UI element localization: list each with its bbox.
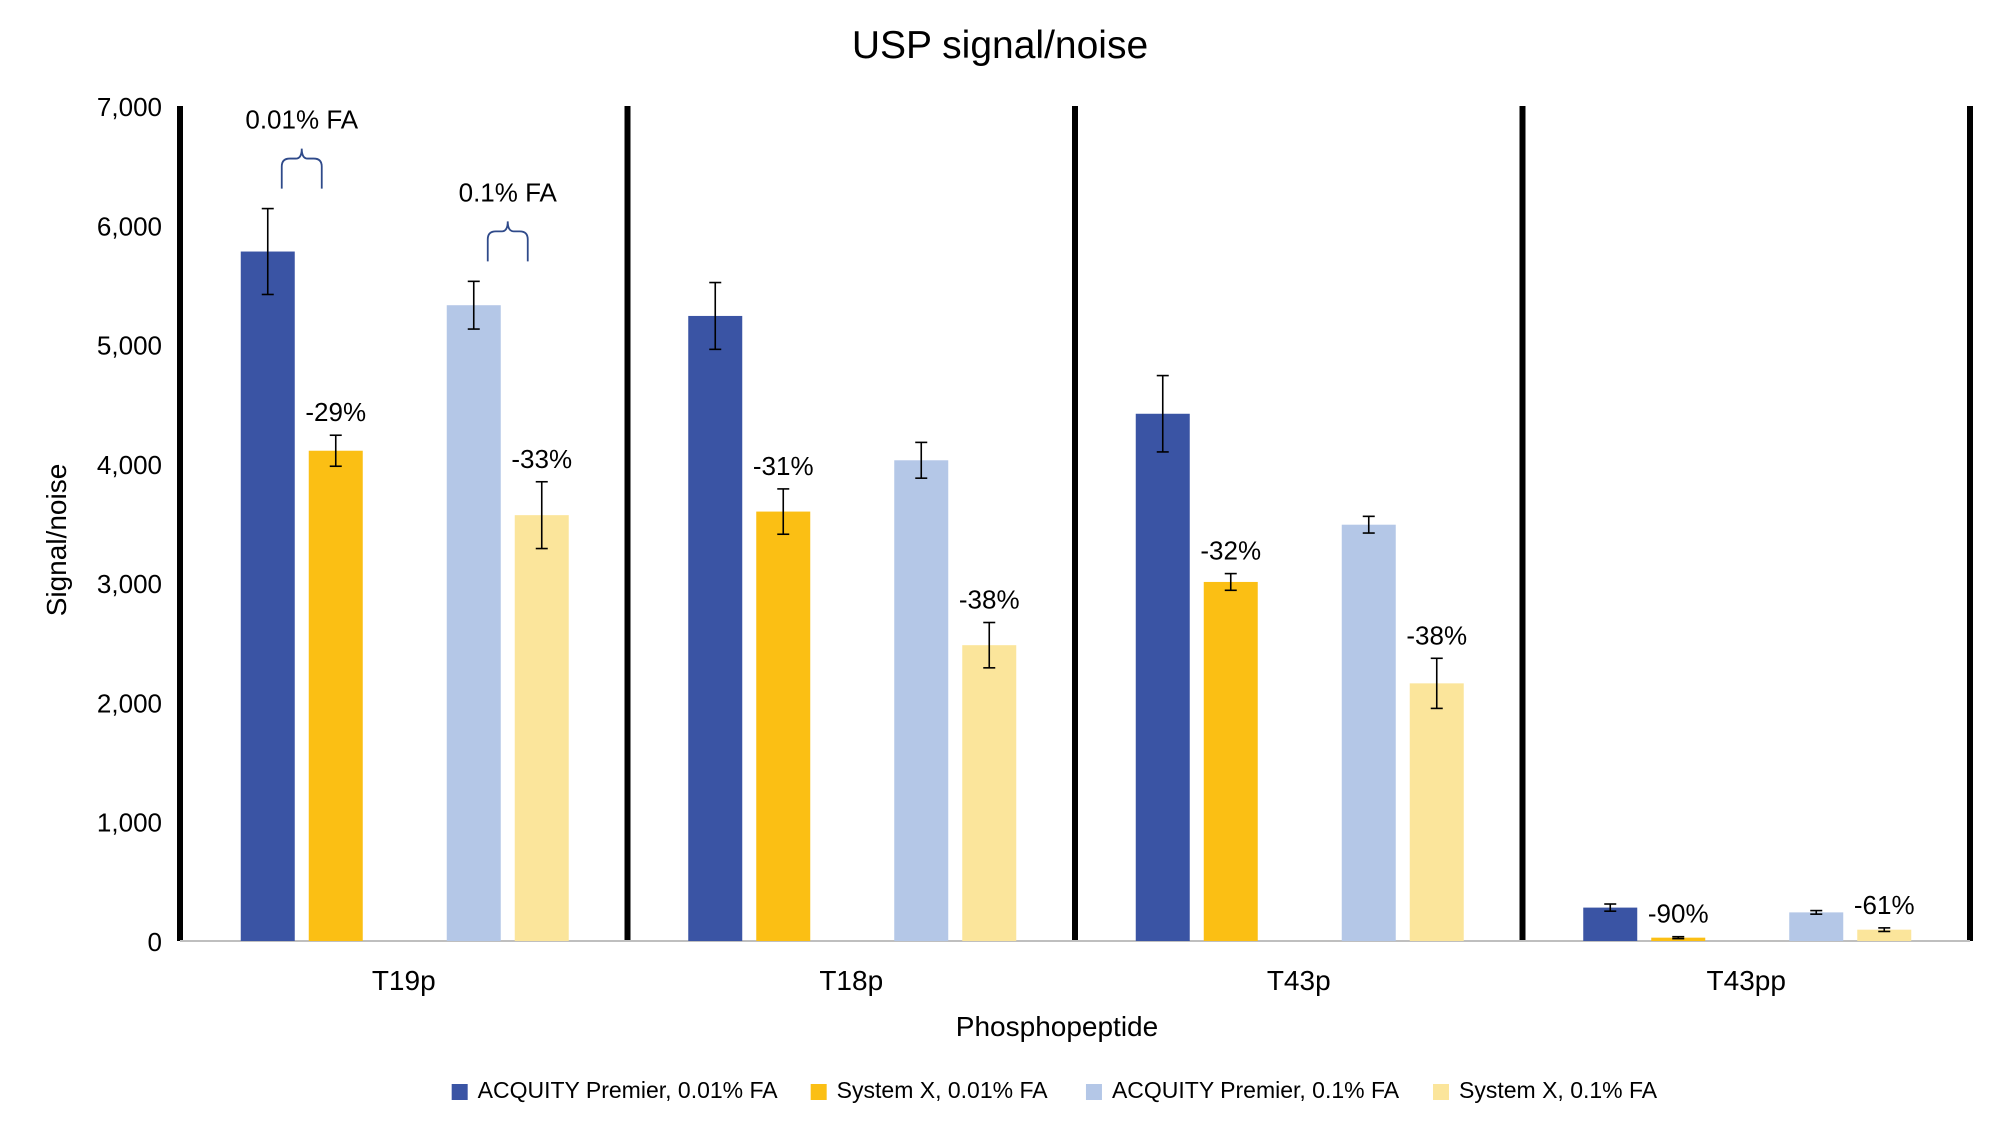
x-tick-label: T43p xyxy=(1267,965,1331,996)
x-tick-label: T18p xyxy=(819,965,883,996)
legend-swatch xyxy=(1085,1084,1102,1100)
data-label: -32% xyxy=(1200,536,1261,566)
bar-t43p-series-2 xyxy=(1203,581,1258,941)
x-tick-label: T43pp xyxy=(1707,965,1786,996)
x-axis-label: Phosphopeptide xyxy=(956,1011,1158,1042)
bar-t43pp-series-3 xyxy=(1789,912,1844,941)
bar-t43p-series-3 xyxy=(1341,524,1396,941)
y-tick-label: 0 xyxy=(148,927,162,957)
data-label: -31% xyxy=(753,451,814,481)
bar-t19p-series-1 xyxy=(240,251,295,941)
bracket-label: 0.1% FA xyxy=(459,177,558,207)
y-tick-label: 6,000 xyxy=(97,211,162,241)
bar-t18p-series-3 xyxy=(894,460,949,941)
chart-title: USP signal/noise xyxy=(852,24,1148,67)
bracket-annotation xyxy=(486,221,529,262)
x-tick-label: T19p xyxy=(372,965,436,996)
bar-t43pp-series-4 xyxy=(1857,929,1912,941)
y-tick-label: 3,000 xyxy=(97,569,162,599)
legend-swatch xyxy=(1433,1084,1449,1100)
bar-t43p-series-4 xyxy=(1409,683,1464,941)
legend-label: ACQUITY Premier, 0.1% FA xyxy=(1112,1077,1400,1103)
legend-label: System X, 0.1% FA xyxy=(1459,1077,1658,1103)
data-label: -29% xyxy=(305,397,366,427)
legend-swatch xyxy=(810,1084,827,1100)
data-label: -38% xyxy=(1406,620,1467,650)
bar-t19p-series-4 xyxy=(514,515,569,941)
bar-t18p-series-4 xyxy=(962,645,1017,941)
y-tick-label: 4,000 xyxy=(97,450,162,480)
legend-label: ACQUITY Premier, 0.01% FA xyxy=(478,1077,779,1103)
data-label: -38% xyxy=(959,585,1020,615)
y-tick-label: 5,000 xyxy=(97,331,162,361)
bar-t43pp-series-1 xyxy=(1583,907,1638,941)
y-tick-label: 7,000 xyxy=(97,92,162,122)
data-label: -61% xyxy=(1854,890,1915,920)
bar-t19p-series-3 xyxy=(446,305,501,941)
bar-t43p-series-1 xyxy=(1135,413,1190,941)
bracket-annotation xyxy=(280,148,323,189)
data-label: -90% xyxy=(1648,899,1709,929)
y-tick-label: 1,000 xyxy=(97,808,162,838)
bracket-label: 0.01% FA xyxy=(245,105,358,135)
data-label: -33% xyxy=(511,444,572,474)
legend-label: System X, 0.01% FA xyxy=(837,1077,1049,1103)
legend-swatch xyxy=(451,1084,468,1100)
y-axis-label: Signal/noise xyxy=(41,464,72,617)
plot-area: 0 1,000 2,000 3,000 4,000 5,000 6,000 7,000 T19p… xyxy=(97,92,1973,996)
bar-t18p-series-1 xyxy=(688,315,743,941)
bar-t18p-series-2 xyxy=(756,511,811,941)
bar-t19p-series-2 xyxy=(308,450,363,941)
legend: ACQUITY Premier, 0.01% FA System X, 0.01%… xyxy=(451,1077,1658,1103)
y-tick-label: 2,000 xyxy=(97,688,162,718)
